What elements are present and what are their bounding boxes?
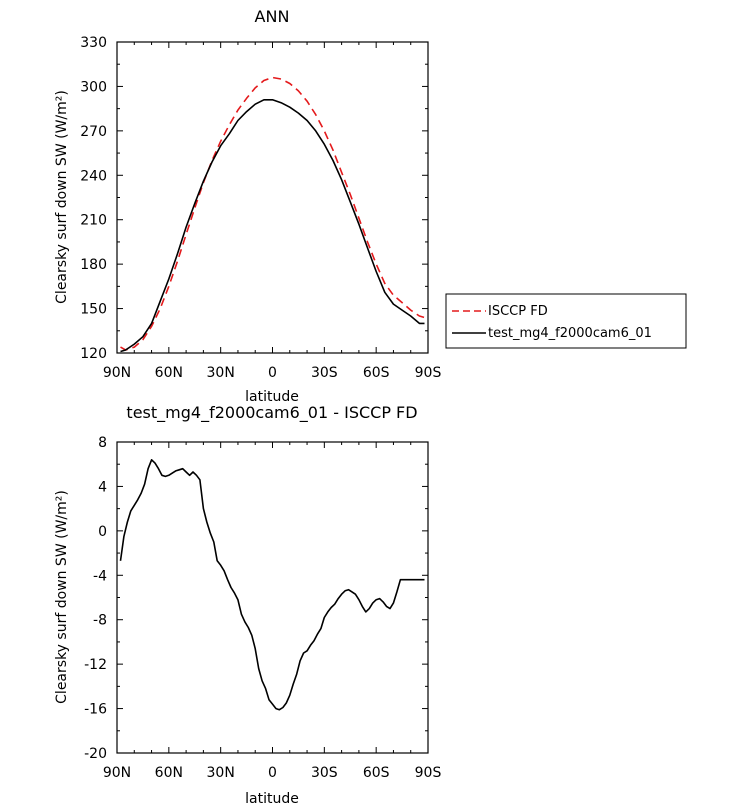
y-tick-label: 4: [98, 479, 107, 495]
y-tick-label: 150: [80, 302, 107, 318]
y-axis-label: Clearsky surf down SW (W/m²): [54, 90, 70, 304]
y-tick-label: -20: [84, 746, 107, 762]
y-tick-label: 0: [98, 524, 107, 540]
x-tick-label: 90N: [103, 765, 131, 781]
y-tick-label: 240: [80, 168, 107, 184]
x-tick-label: 30S: [311, 765, 338, 781]
x-tick-label: 0: [268, 365, 277, 381]
x-tick-label: 90S: [415, 365, 442, 381]
x-tick-label: 0: [268, 765, 277, 781]
y-tick-label: -8: [93, 613, 107, 629]
x-axis-label: latitude: [245, 791, 299, 807]
y-tick-label: -16: [84, 702, 107, 718]
y-tick-label: 8: [98, 435, 107, 451]
x-tick-label: 60N: [155, 765, 183, 781]
legend-label-test: test_mg4_f2000cam6_01: [488, 326, 652, 341]
x-tick-label: 60S: [363, 365, 390, 381]
x-tick-label: 30S: [311, 365, 338, 381]
plot-frame: [116, 441, 429, 754]
x-tick-label: 60S: [363, 765, 390, 781]
x-axis-label: latitude: [245, 389, 299, 405]
chart-top: ANN 90N 60N 30N 0 30S 60S 90S 120 150 180 210 240 27…: [54, 7, 687, 405]
x-tick-label: 30N: [207, 365, 235, 381]
x-tick-label: 90S: [415, 765, 442, 781]
legend: ISCCP FD test_mg4_f2000cam6_01: [445, 293, 687, 349]
legend-label-isccp: ISCCP FD: [488, 304, 548, 319]
series-line-isccp-fd: [120, 76, 425, 351]
x-tick-label: 30N: [207, 765, 235, 781]
series-line-test-mg4-f2000cam6-01: [120, 99, 425, 353]
chart-title: ANN: [255, 7, 290, 26]
y-tick-label: 270: [80, 124, 107, 140]
y-tick-label: -12: [84, 657, 107, 673]
x-tick-label: 60N: [155, 365, 183, 381]
y-axis-label: Clearsky surf down SW (W/m²): [54, 490, 70, 704]
y-tick-label: 210: [80, 213, 107, 229]
y-tick-label: 330: [80, 35, 107, 51]
chart-title: test_mg4_f2000cam6_01 - ISCCP FD: [126, 403, 417, 423]
y-tick-label: 300: [80, 79, 107, 95]
series-line-difference: [119, 458, 425, 711]
y-tick-label: 180: [80, 257, 107, 273]
y-tick-label: -4: [93, 568, 107, 584]
y-tick-label: 120: [80, 346, 107, 362]
legend-box: [445, 293, 687, 349]
chart-bottom: test_mg4_f2000cam6_01 - ISCCP FD 90N 60N 3…: [54, 403, 441, 807]
plot-frame: [116, 41, 429, 354]
x-tick-label: 90N: [103, 365, 131, 381]
